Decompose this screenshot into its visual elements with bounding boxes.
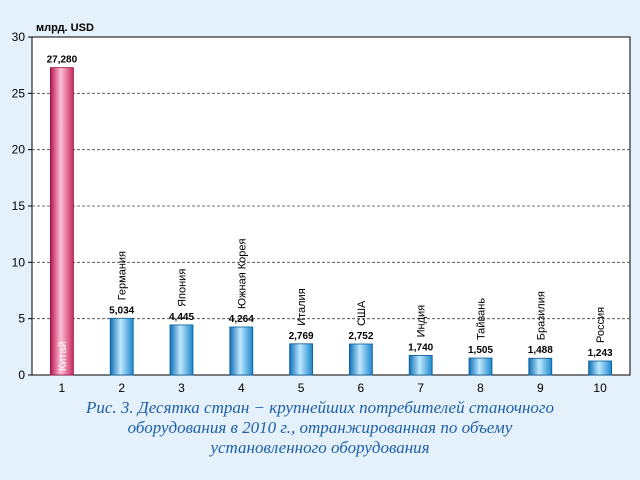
y-tick-label: 0 xyxy=(18,368,25,382)
bar-country-label: Россия xyxy=(595,307,607,343)
x-tick-label: 10 xyxy=(593,381,607,395)
bar-value-label: 1,505 xyxy=(468,345,493,356)
bar-value-label: 1,243 xyxy=(588,348,613,359)
y-tick-label: 10 xyxy=(12,255,26,269)
bar-value-label: 27,280 xyxy=(47,55,78,66)
x-tick-label: 1 xyxy=(59,381,66,395)
y-tick-label: 20 xyxy=(12,143,26,157)
bar-country-label: Италия xyxy=(296,288,308,326)
bars: 27,280 Китай 5,034 Германия 4,445 Япония 4,264… xyxy=(47,55,613,376)
caption-line-3: установленного оборудования xyxy=(210,438,430,457)
bar-value-label: 1,488 xyxy=(528,345,553,356)
bar-country-label: Тайвань xyxy=(476,298,488,340)
bar-group: 27,280 Китай xyxy=(47,55,78,376)
y-tick-label: 15 xyxy=(12,199,26,213)
bar-group: 1,740 Индия xyxy=(408,305,434,376)
y-tick-label: 25 xyxy=(12,86,26,100)
x-tick-label: 6 xyxy=(358,381,365,395)
x-tick-label: 4 xyxy=(238,381,245,395)
y-axis: 0 5 10 15 20 25 30 xyxy=(12,30,32,382)
bar-country-label: США xyxy=(356,300,368,326)
bar xyxy=(528,357,553,376)
bar-group: 2,752 США xyxy=(348,300,374,376)
bar-group: 4,264 Южная Корея xyxy=(229,239,254,376)
bar xyxy=(169,324,194,376)
x-tick-label: 5 xyxy=(298,381,305,395)
bar-group: 1,488 Бразилия xyxy=(528,291,553,376)
bar xyxy=(468,357,493,376)
y-axis-label: млрд. USD xyxy=(36,22,94,34)
bar-value-label: 4,264 xyxy=(229,314,254,325)
bar xyxy=(348,343,373,376)
x-tick-label: 9 xyxy=(537,381,544,395)
y-tick-label: 30 xyxy=(12,30,26,44)
x-tick-label: 8 xyxy=(477,381,484,395)
x-tick-label: 2 xyxy=(118,381,125,395)
bar-value-label: 2,769 xyxy=(289,331,314,342)
bar-group: 2,769 Италия xyxy=(289,288,314,376)
bar-value-label: 4,445 xyxy=(169,312,194,323)
bar-group: 1,243 Россия xyxy=(588,307,613,376)
bar-country-label: Бразилия xyxy=(535,291,547,340)
bar-country-label: Япония xyxy=(177,269,189,307)
x-tick-label: 7 xyxy=(417,381,424,395)
bar-value-label: 1,740 xyxy=(408,342,433,353)
bar xyxy=(109,317,134,376)
bar xyxy=(229,326,254,376)
caption-line-1: Рис. 3. Десятка стран − крупнейших потре… xyxy=(85,398,555,417)
bar xyxy=(50,67,74,376)
bar-value-label: 2,752 xyxy=(348,331,373,342)
bar-country-label: Китай xyxy=(57,341,69,371)
bar-country-label: Индия xyxy=(416,305,428,338)
bar-value-label: 5,034 xyxy=(109,305,134,316)
bar xyxy=(289,343,314,376)
bar-country-label: Южная Корея xyxy=(236,239,248,309)
x-tick-label: 3 xyxy=(178,381,185,395)
bar-group: 5,034 Германия xyxy=(109,251,135,376)
bar-group: 1,505 Тайвань xyxy=(468,298,493,376)
bar-group: 4,445 Япония xyxy=(169,269,194,376)
bar-country-label: Германия xyxy=(117,251,129,300)
bar xyxy=(408,354,433,376)
bar xyxy=(588,360,612,376)
x-axis: 1 2 3 4 5 6 7 8 9 10 xyxy=(59,381,608,395)
y-tick-label: 5 xyxy=(18,312,25,326)
figure-caption: Рис. 3. Десятка стран − крупнейших потре… xyxy=(0,398,640,458)
caption-line-2: оборудования в 2010 г., отранжированная … xyxy=(127,418,513,437)
